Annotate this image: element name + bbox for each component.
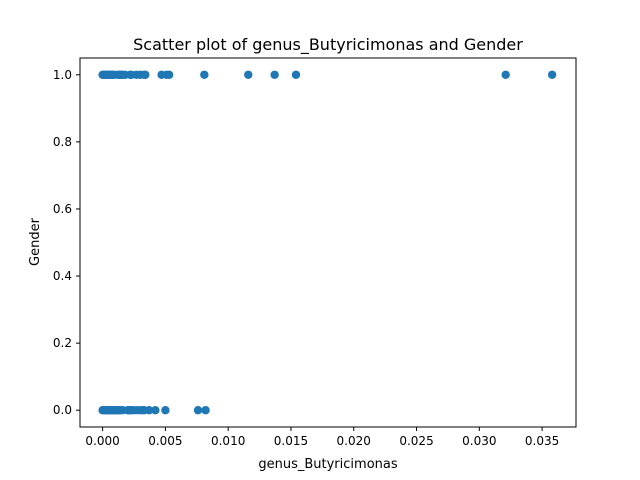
y-tick-label: 0.8 (53, 135, 72, 149)
data-point (270, 70, 279, 79)
data-point (144, 406, 154, 415)
x-tick-label: 0.035 (525, 434, 559, 448)
y-tick-label: 1.0 (53, 68, 72, 82)
y-axis-label: Gender (28, 217, 43, 266)
y-axis-ticks: 0.0 0.2 0.4 0.6 0.8 1.0 (53, 68, 80, 417)
data-point (151, 406, 160, 415)
y-tick-label: 0.2 (53, 336, 72, 350)
data-point (244, 70, 253, 79)
data-point (547, 70, 557, 79)
y-tick-label: 0.4 (53, 269, 72, 283)
x-tick-label: 0.020 (337, 434, 371, 448)
x-tick-label: 0.010 (211, 434, 245, 448)
data-point (200, 70, 209, 79)
x-tick-label: 0.025 (399, 434, 433, 448)
data-point (141, 70, 150, 79)
plot-area-frame (79, 57, 577, 428)
y-tick-label: 0.6 (53, 202, 72, 216)
data-point (291, 70, 301, 79)
data-point (161, 406, 170, 415)
data-point (193, 406, 203, 415)
x-tick-label: 0.005 (148, 434, 182, 448)
data-point (501, 70, 510, 79)
x-axis-ticks: 0.000 0.005 0.010 0.015 0.020 0.025 0.030 0.035 (85, 427, 559, 448)
x-tick-label: 0.030 (462, 434, 496, 448)
data-point (164, 70, 174, 79)
x-axis-label: genus_Butyricimonas (258, 457, 397, 472)
y-tick-label: 0.0 (53, 403, 72, 417)
chart-title: Scatter plot of genus_Butyricimonas and … (133, 35, 523, 55)
data-point (201, 406, 210, 415)
data-points (98, 70, 557, 415)
x-tick-label: 0.000 (85, 434, 119, 448)
x-tick-label: 0.015 (274, 434, 308, 448)
